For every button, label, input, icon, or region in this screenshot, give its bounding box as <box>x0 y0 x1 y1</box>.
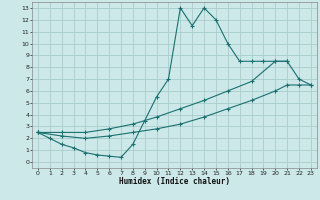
X-axis label: Humidex (Indice chaleur): Humidex (Indice chaleur) <box>119 177 230 186</box>
